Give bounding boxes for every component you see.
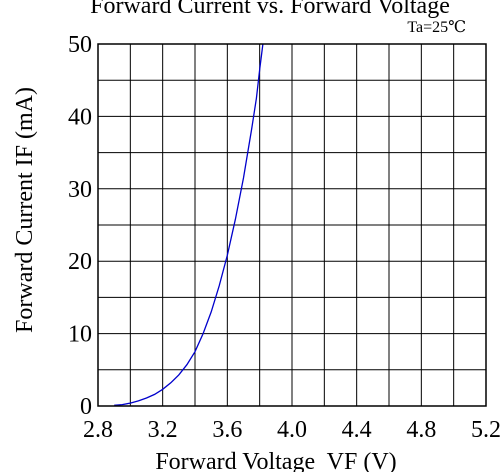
plot-frame	[97, 43, 487, 407]
series-group	[114, 43, 264, 406]
series-line	[114, 43, 264, 406]
y-tick-label: 0	[80, 394, 92, 420]
y-tick-label: 40	[68, 104, 92, 130]
x-axis-label: Forward Voltage VF (V)	[155, 449, 396, 472]
y-axis-label: Forward Current IF (mA)	[12, 87, 38, 333]
temperature-annotation: Ta=25℃	[407, 19, 466, 36]
x-tick-label: 3.2	[148, 417, 178, 443]
x-tick-labels: 2.8 3.2 3.6 4.0 4.4 4.8 5.2	[83, 417, 501, 443]
y-tick-label: 50	[68, 32, 92, 58]
x-tick-label: 2.8	[83, 417, 113, 443]
x-tick-label: 4.4	[342, 417, 372, 443]
y-tick-label: 10	[68, 322, 92, 348]
y-tick-label: 30	[68, 177, 92, 203]
x-tick-label: 4.0	[277, 417, 307, 443]
chart-title: Forward Current vs. Forward Voltage	[90, 0, 450, 19]
grid-lines	[98, 44, 486, 406]
y-tick-label: 20	[68, 249, 92, 275]
x-tick-label: 3.6	[212, 417, 242, 443]
x-tick-label: 5.2	[471, 417, 501, 443]
y-tick-labels: 0 10 20 30 40 50	[68, 32, 92, 420]
x-tick-label: 4.8	[406, 417, 436, 443]
